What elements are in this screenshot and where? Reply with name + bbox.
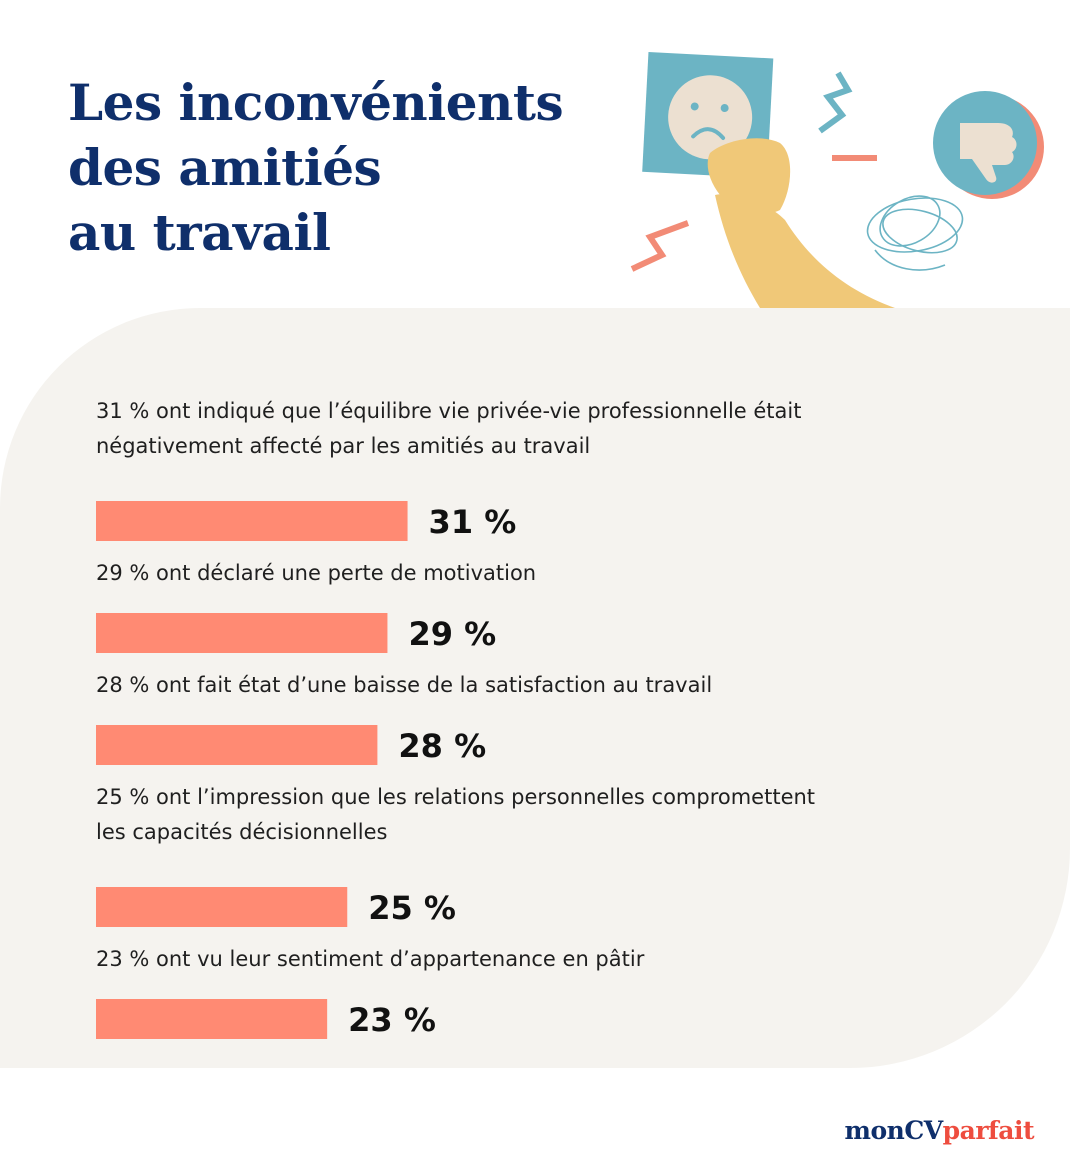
arm-shape bbox=[715, 194, 895, 308]
illustration bbox=[630, 51, 1044, 308]
title-line-1: Les inconvénients bbox=[68, 73, 564, 132]
dash-icon bbox=[832, 155, 877, 161]
brand-logo-part2: parfait bbox=[942, 1116, 1035, 1145]
scribble-icon bbox=[866, 195, 964, 271]
title-line-3: au travail bbox=[68, 203, 331, 262]
page-title: Les inconvénients des amitiés au travail bbox=[68, 70, 564, 265]
brand-logo-part1: monCV bbox=[844, 1116, 944, 1145]
content-panel bbox=[0, 308, 1070, 1068]
title-line-2: des amitiés bbox=[68, 138, 382, 197]
brand-logo: monCVparfait bbox=[844, 1116, 1035, 1145]
hand-icon bbox=[707, 138, 791, 215]
thumbs-down-icon bbox=[933, 91, 1044, 199]
zigzag-coral-icon bbox=[630, 220, 690, 272]
zigzag-icon bbox=[818, 71, 853, 134]
